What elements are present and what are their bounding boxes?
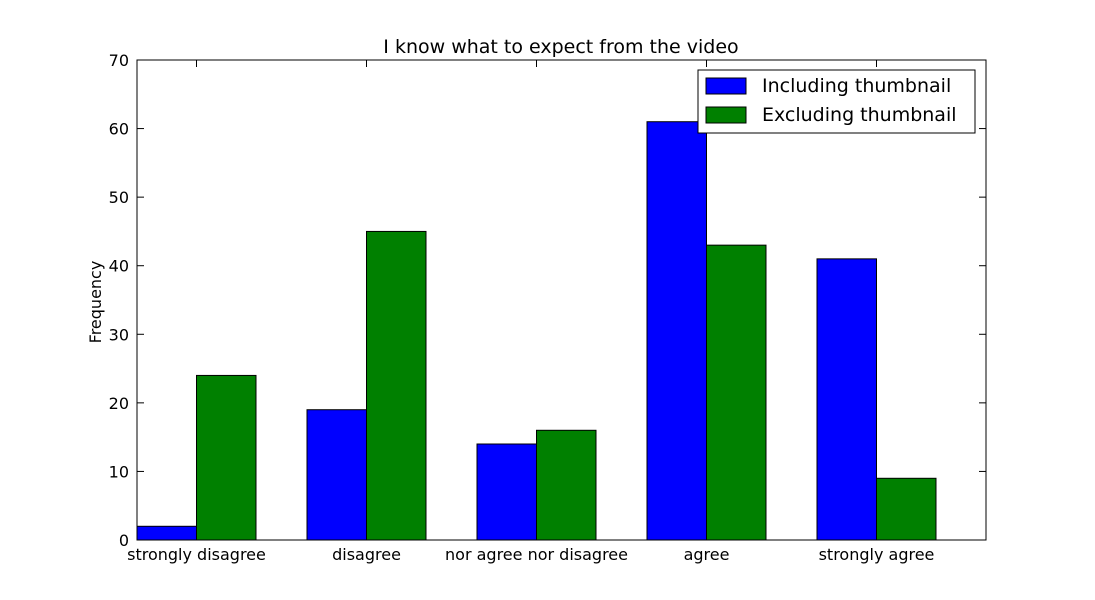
legend-label-1: Excluding thumbnail [762, 104, 957, 126]
y-tick-label: 60 [109, 120, 129, 139]
bar-excluding-0 [196, 374, 257, 541]
bar-including-3 [646, 121, 707, 541]
legend-swatch-0 [705, 77, 747, 95]
legend: Including thumbnail Excluding thumbnail [697, 69, 976, 134]
y-tick-label: 70 [109, 51, 129, 70]
bar-excluding-3 [706, 244, 767, 541]
y-tick-label: 40 [109, 257, 129, 276]
legend-label-0: Including thumbnail [762, 75, 951, 97]
chart-title: I know what to expect from the video [383, 36, 738, 58]
y-tick-label: 50 [109, 188, 129, 207]
bars-group [136, 121, 937, 541]
bar-including-0 [136, 525, 197, 541]
y-tick-label: 10 [109, 462, 129, 481]
x-tick-label: strongly disagree [127, 545, 266, 564]
bar-including-1 [306, 409, 367, 541]
bar-excluding-4 [876, 477, 937, 541]
x-tick-label: nor agree nor disagree [445, 545, 628, 564]
x-tick-label: disagree [332, 545, 401, 564]
bar-excluding-2 [536, 429, 597, 541]
bar-including-2 [476, 443, 537, 541]
y-tick-label: 0 [119, 531, 129, 550]
y-tick-label: 30 [109, 325, 129, 344]
legend-swatch-1 [705, 106, 747, 124]
x-tick-label: strongly agree [819, 545, 935, 564]
bar-excluding-1 [366, 230, 427, 541]
x-tick-label: agree [684, 545, 730, 564]
bar-including-4 [816, 258, 877, 541]
plot-frame [136, 59, 987, 541]
y-axis-label: Frequency [86, 261, 105, 344]
y-tick-label: 20 [109, 394, 129, 413]
ticks-group: 0 10 20 30 40 50 60 70 strongly disagree disagree… [109, 51, 986, 564]
